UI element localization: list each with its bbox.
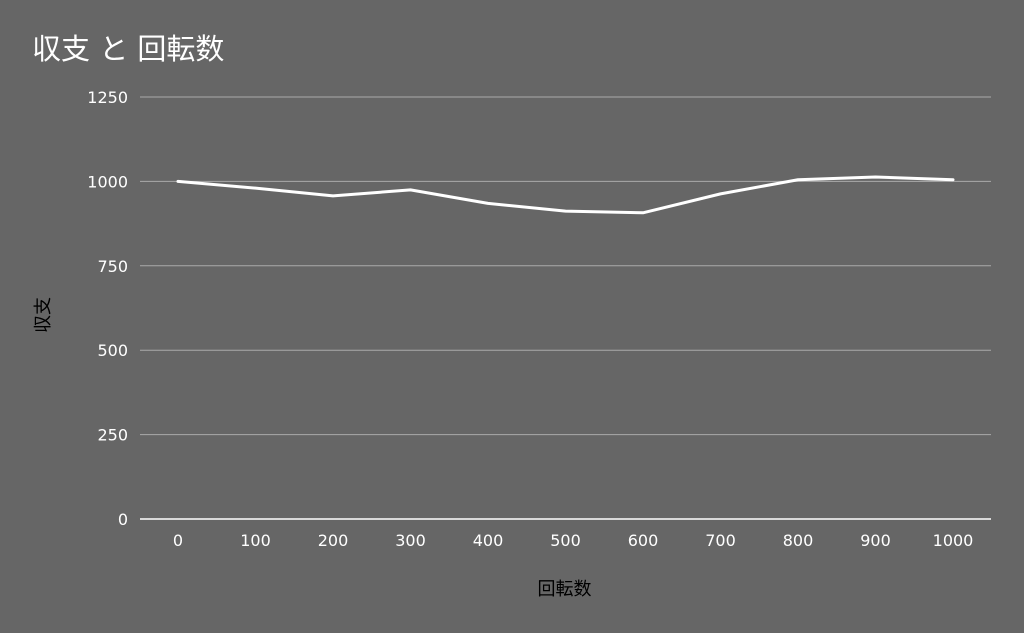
x-tick-label: 600 <box>628 531 659 550</box>
y-tick-label: 500 <box>97 341 128 360</box>
x-tick-label: 700 <box>705 531 736 550</box>
x-tick-label: 300 <box>395 531 426 550</box>
x-tick-label: 400 <box>473 531 504 550</box>
y-tick-label: 1250 <box>87 88 128 107</box>
series-line <box>176 175 955 215</box>
x-tick-label: 500 <box>550 531 581 550</box>
y-tick-label: 1000 <box>87 172 128 191</box>
x-tick-label: 900 <box>860 531 891 550</box>
y-axis-title: 収支 <box>33 297 54 333</box>
y-axis-ticks: 0 250 500 750 1000 1250 <box>87 88 128 529</box>
x-tick-label: 100 <box>240 531 271 550</box>
y-tick-label: 250 <box>97 426 128 445</box>
x-axis-title: 回転数 <box>538 579 592 600</box>
chart-title: 収支 と 回転数 <box>32 32 225 66</box>
x-axis-ticks: 0 100 200 300 400 500 600 700 800 900 1000 <box>173 531 973 550</box>
series-layer <box>176 175 955 215</box>
x-tick-label: 1000 <box>933 531 974 550</box>
y-tick-label: 750 <box>97 257 128 276</box>
grid-lines <box>140 96 991 436</box>
x-tick-label: 0 <box>173 531 183 550</box>
x-tick-label: 800 <box>783 531 814 550</box>
x-tick-label: 200 <box>318 531 349 550</box>
y-tick-label: 0 <box>118 510 128 529</box>
